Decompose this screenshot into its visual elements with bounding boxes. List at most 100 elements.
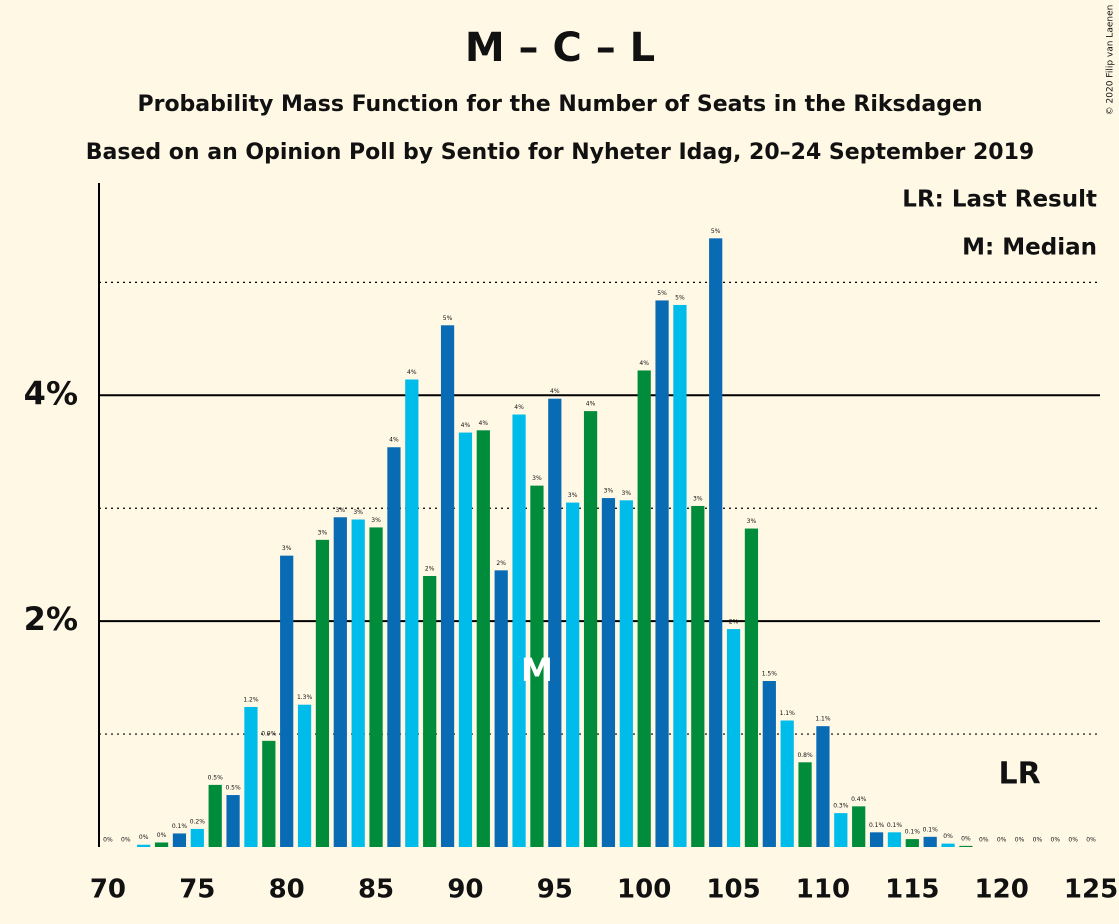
value-label: 1.1% (780, 710, 796, 717)
x-tick-label: 80 (269, 875, 305, 905)
value-label: 4% (639, 360, 649, 367)
x-tick-label: 70 (90, 875, 126, 905)
legend-text: LR: Last Result (902, 187, 1097, 213)
bar (530, 485, 544, 847)
value-label: 3% (568, 492, 578, 499)
bar (369, 527, 383, 847)
value-label: 0.1% (923, 826, 939, 833)
value-label: 3% (318, 529, 328, 536)
value-label: 0.1% (869, 822, 885, 829)
value-label: 0.8% (797, 752, 813, 759)
bar (941, 843, 955, 847)
bar (315, 539, 330, 847)
value-label: 0% (1086, 837, 1096, 844)
value-label: 4% (550, 388, 560, 395)
bar (172, 833, 187, 847)
bar (423, 575, 437, 847)
annotation: M (521, 651, 553, 689)
bar (923, 836, 937, 847)
bar (405, 379, 419, 847)
value-label: 3% (353, 509, 363, 516)
bar (601, 498, 616, 847)
bar (512, 414, 526, 847)
y-tick-label: 2% (24, 600, 78, 638)
value-label: 3% (371, 517, 381, 524)
bar (387, 447, 401, 847)
bar (566, 502, 580, 847)
legend-text: M: Median (962, 235, 1097, 261)
x-tick-label: 115 (885, 875, 939, 905)
annotation: LR (998, 757, 1040, 792)
bar (655, 300, 669, 848)
bar (280, 555, 294, 847)
bar (548, 398, 562, 847)
subtitle: Based on an Opinion Poll by Sentio for N… (86, 140, 1034, 165)
value-label: 3% (532, 475, 542, 482)
bar (887, 832, 902, 847)
y-tick-label: 4% (24, 374, 78, 412)
value-label: 4% (407, 369, 417, 376)
value-label: 4% (514, 404, 524, 411)
bar (190, 828, 204, 847)
value-label: 2% (729, 619, 739, 626)
bar (333, 517, 347, 847)
value-label: 3% (622, 490, 632, 497)
bar (762, 681, 776, 847)
bar (905, 839, 919, 847)
bar (137, 844, 151, 847)
copyright: © 2020 Filip van Laenen (1106, 5, 1116, 116)
bar (852, 806, 866, 847)
bar (494, 570, 508, 847)
bar (673, 304, 687, 847)
value-label: 0.2% (190, 818, 206, 825)
value-label: 0% (121, 837, 131, 844)
x-tick-label: 85 (358, 875, 394, 905)
x-tick-label: 90 (447, 875, 483, 905)
bar (869, 832, 884, 847)
value-label: 0.1% (905, 829, 921, 836)
bar (959, 845, 973, 847)
value-label: 2% (425, 565, 435, 572)
value-label: 0.1% (172, 823, 188, 830)
value-label: 4% (389, 437, 399, 444)
value-label: 0% (1015, 837, 1025, 844)
value-label: 0% (961, 835, 971, 842)
bar (583, 411, 598, 847)
value-label: 0.5% (225, 785, 241, 792)
value-label: 0% (103, 837, 113, 844)
x-tick-label: 95 (537, 875, 573, 905)
chart-title: M – C – L (465, 25, 655, 71)
value-label: 3% (604, 488, 614, 495)
value-label: 4% (586, 401, 596, 408)
value-label: 5% (443, 315, 453, 322)
bar (744, 528, 759, 847)
value-label: 0% (997, 837, 1007, 844)
x-tick-label: 75 (179, 875, 215, 905)
value-label: 5% (675, 294, 685, 301)
value-label: 0.4% (851, 796, 867, 803)
value-label: 3% (336, 507, 346, 514)
value-label: 0.5% (208, 774, 224, 781)
value-label: 0% (979, 837, 989, 844)
bar (262, 740, 276, 847)
bar (297, 704, 312, 847)
bar (816, 726, 830, 847)
bar (458, 432, 473, 847)
value-label: 4% (461, 422, 471, 429)
x-tick-label: 105 (706, 875, 760, 905)
bar (208, 784, 222, 847)
value-label: 0% (139, 834, 149, 841)
bar (834, 813, 848, 847)
bar (637, 370, 651, 847)
value-label: 0.3% (833, 803, 849, 810)
bar (440, 325, 455, 847)
bar (154, 842, 169, 847)
value-label: 0% (1051, 837, 1061, 844)
bar (780, 720, 794, 847)
x-tick-label: 120 (975, 875, 1029, 905)
value-label: 2% (496, 560, 506, 567)
value-label: 4% (479, 420, 489, 427)
value-label: 0.9% (261, 730, 277, 737)
value-label: 0.1% (887, 822, 903, 829)
